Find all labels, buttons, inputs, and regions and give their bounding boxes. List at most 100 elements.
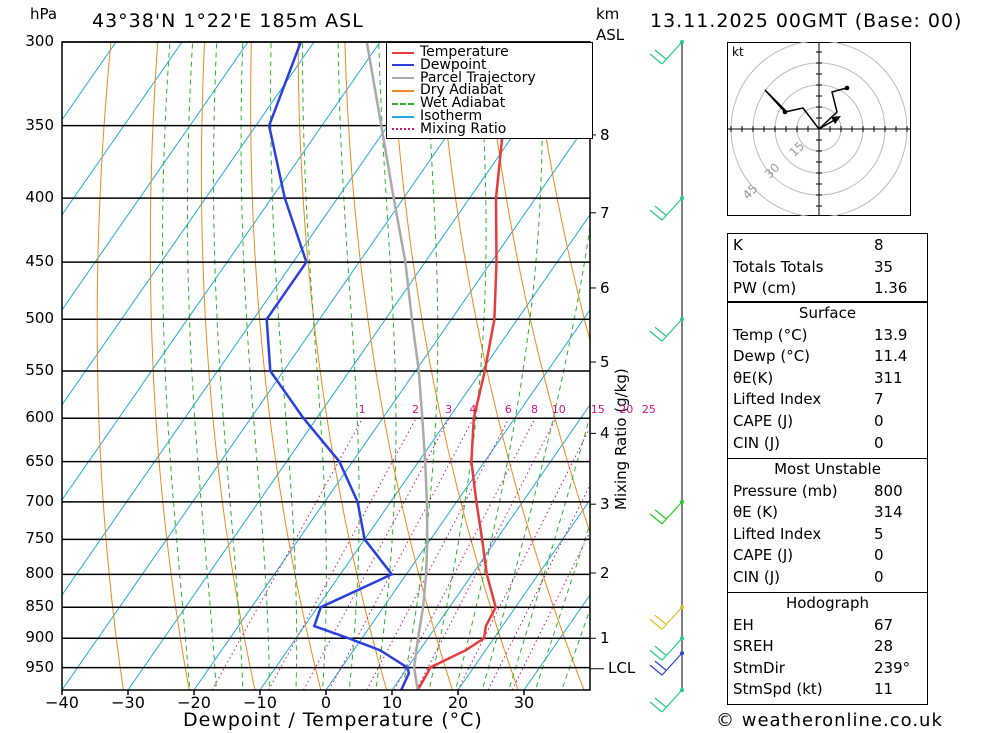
- pressure-label: 300: [25, 32, 54, 50]
- mixing-ratio-label: 8: [531, 403, 539, 416]
- wind-barb-flag: [649, 209, 663, 221]
- km-label: 6: [600, 278, 610, 297]
- wind-barb-flag: [654, 326, 667, 337]
- hodograph-point: [782, 109, 788, 115]
- km-label: 4: [600, 424, 610, 443]
- wind-barb-staff: [661, 689, 683, 713]
- dry-adiabat-line: [200, 42, 256, 690]
- mixing-ratio-label: 3: [445, 403, 453, 416]
- x-tick-label: −40: [45, 693, 79, 712]
- mixing-ratio-label: 20: [619, 403, 634, 416]
- wind-barb-staff: [661, 637, 683, 661]
- stmdir-label: StmDir: [733, 658, 785, 677]
- pressure-label: 750: [25, 529, 54, 548]
- surface-cape-label: CAPE (J): [733, 411, 794, 430]
- wind-barb-staff: [661, 652, 683, 676]
- most-unstable-table: Most Unstable Pressure (mb) 800 θE (K) 314…: [727, 458, 928, 593]
- mu-thetae-label: θE (K): [733, 503, 778, 522]
- wind-barb-flag: [649, 664, 663, 676]
- mixing-ratio-label: 25: [641, 403, 656, 416]
- temperature-line: [416, 42, 510, 690]
- wind-barb-flag: [654, 205, 667, 216]
- dry-adiabat-line: [149, 42, 190, 690]
- mixing-ratio-label: 10: [551, 403, 566, 416]
- isotherm-line: [62, 42, 183, 216]
- mixing-ratio-label: 4: [469, 403, 477, 416]
- surface-li-value: 7: [874, 390, 884, 409]
- x-tick-label: 10: [381, 693, 403, 712]
- legend-entry: Wet Adiabat: [392, 96, 505, 110]
- wind-barb-flag: [654, 614, 667, 625]
- x-tick-label: −20: [177, 693, 211, 712]
- isotherm-line: [62, 42, 381, 501]
- wet-adiabat-line: [162, 42, 191, 690]
- wind-barb-staff: [661, 501, 683, 525]
- surface-table: Surface Temp (°C) 13.9 Dewp (°C) 11.4 θE(K…: [727, 302, 928, 459]
- pressure-label: 400: [25, 188, 54, 207]
- pressure-label: 700: [25, 491, 54, 510]
- surface-cape-value: 0: [874, 411, 884, 430]
- pressure-label: 600: [25, 408, 54, 427]
- sreh-label: SREH: [733, 637, 774, 656]
- x-axis-label: Dewpoint / Temperature (°C): [183, 709, 483, 731]
- sreh-value: 28: [874, 637, 894, 656]
- legend-swatch: [392, 102, 414, 105]
- hodograph-upper-trace: [818, 87, 848, 130]
- km-label: 7: [600, 203, 610, 222]
- k-index-value: 8: [874, 236, 884, 254]
- mixing-ratio-line: [511, 530, 590, 690]
- surface-thetae-value: 311: [874, 368, 903, 387]
- isotherm-line: [391, 404, 590, 690]
- wind-barb-flag: [654, 509, 667, 520]
- pressure-label: 950: [25, 657, 54, 676]
- k-index-label: K: [733, 236, 743, 254]
- legend-label: Dewpoint: [420, 56, 487, 73]
- hodograph-trace: [764, 85, 850, 130]
- surface-heading: Surface: [798, 304, 857, 322]
- wet-adiabat-line: [428, 42, 487, 690]
- eh-value: 67: [874, 615, 894, 634]
- x-tick-label: 0: [320, 693, 332, 712]
- mixing-ratio-line: [457, 426, 590, 690]
- mixing-ratio-label: 2: [412, 403, 420, 416]
- dry-adiabat-line: [96, 42, 124, 690]
- km-label: 2: [600, 563, 610, 582]
- hodograph-heading: Hodograph: [785, 594, 870, 612]
- wind-barb-flag: [649, 618, 663, 630]
- hodograph: kt 15 30 45: [727, 42, 911, 216]
- mu-pressure-label: Pressure (mb): [733, 481, 838, 500]
- mu-cape-value: 0: [874, 546, 884, 565]
- parcel-trajectory-line: [365, 42, 429, 690]
- wet-adiabat-line: [213, 42, 244, 690]
- km-label: 5: [600, 353, 610, 372]
- mu-cape-label: CAPE (J): [733, 546, 794, 565]
- mixing-ratio-line: [211, 417, 364, 690]
- pressure-label: 850: [25, 597, 54, 616]
- legend-entry: Isotherm: [392, 109, 482, 123]
- wind-barb-staff: [661, 197, 683, 221]
- km-label: 3: [600, 495, 610, 514]
- mu-thetae-value: 314: [874, 503, 903, 522]
- legend-label: Temperature: [420, 44, 509, 60]
- wind-barb-flag: [654, 645, 667, 656]
- eh-label: EH: [733, 615, 754, 634]
- mixing-ratio-title: Mixing Ratio (g/kg): [612, 368, 630, 510]
- wind-barb-staff: [661, 318, 683, 342]
- pressure-label: 450: [25, 252, 54, 271]
- mu-li-label: Lifted Index: [733, 524, 822, 543]
- surface-dewp-value: 11.4: [874, 347, 908, 366]
- legend: Temperature Dewpoint Parcel Trajectory Dry …: [386, 42, 593, 139]
- wind-barb-staff: [661, 606, 683, 630]
- isotherm-line: [457, 499, 590, 690]
- profile-lines: [265, 42, 510, 690]
- copyright-link[interactable]: © weatheronline.co.uk: [716, 710, 943, 731]
- asl-unit: ASL: [596, 26, 625, 44]
- most-unstable-heading: Most Unstable: [774, 460, 881, 478]
- legend-swatch: [392, 64, 414, 67]
- legend-entry: Temperature: [392, 44, 509, 60]
- mixing-ratio-line: [328, 417, 474, 690]
- stmspd-label: StmSpd (kt): [733, 680, 823, 699]
- x-tick-label: 20: [447, 693, 469, 712]
- pressure-label: 900: [25, 628, 54, 647]
